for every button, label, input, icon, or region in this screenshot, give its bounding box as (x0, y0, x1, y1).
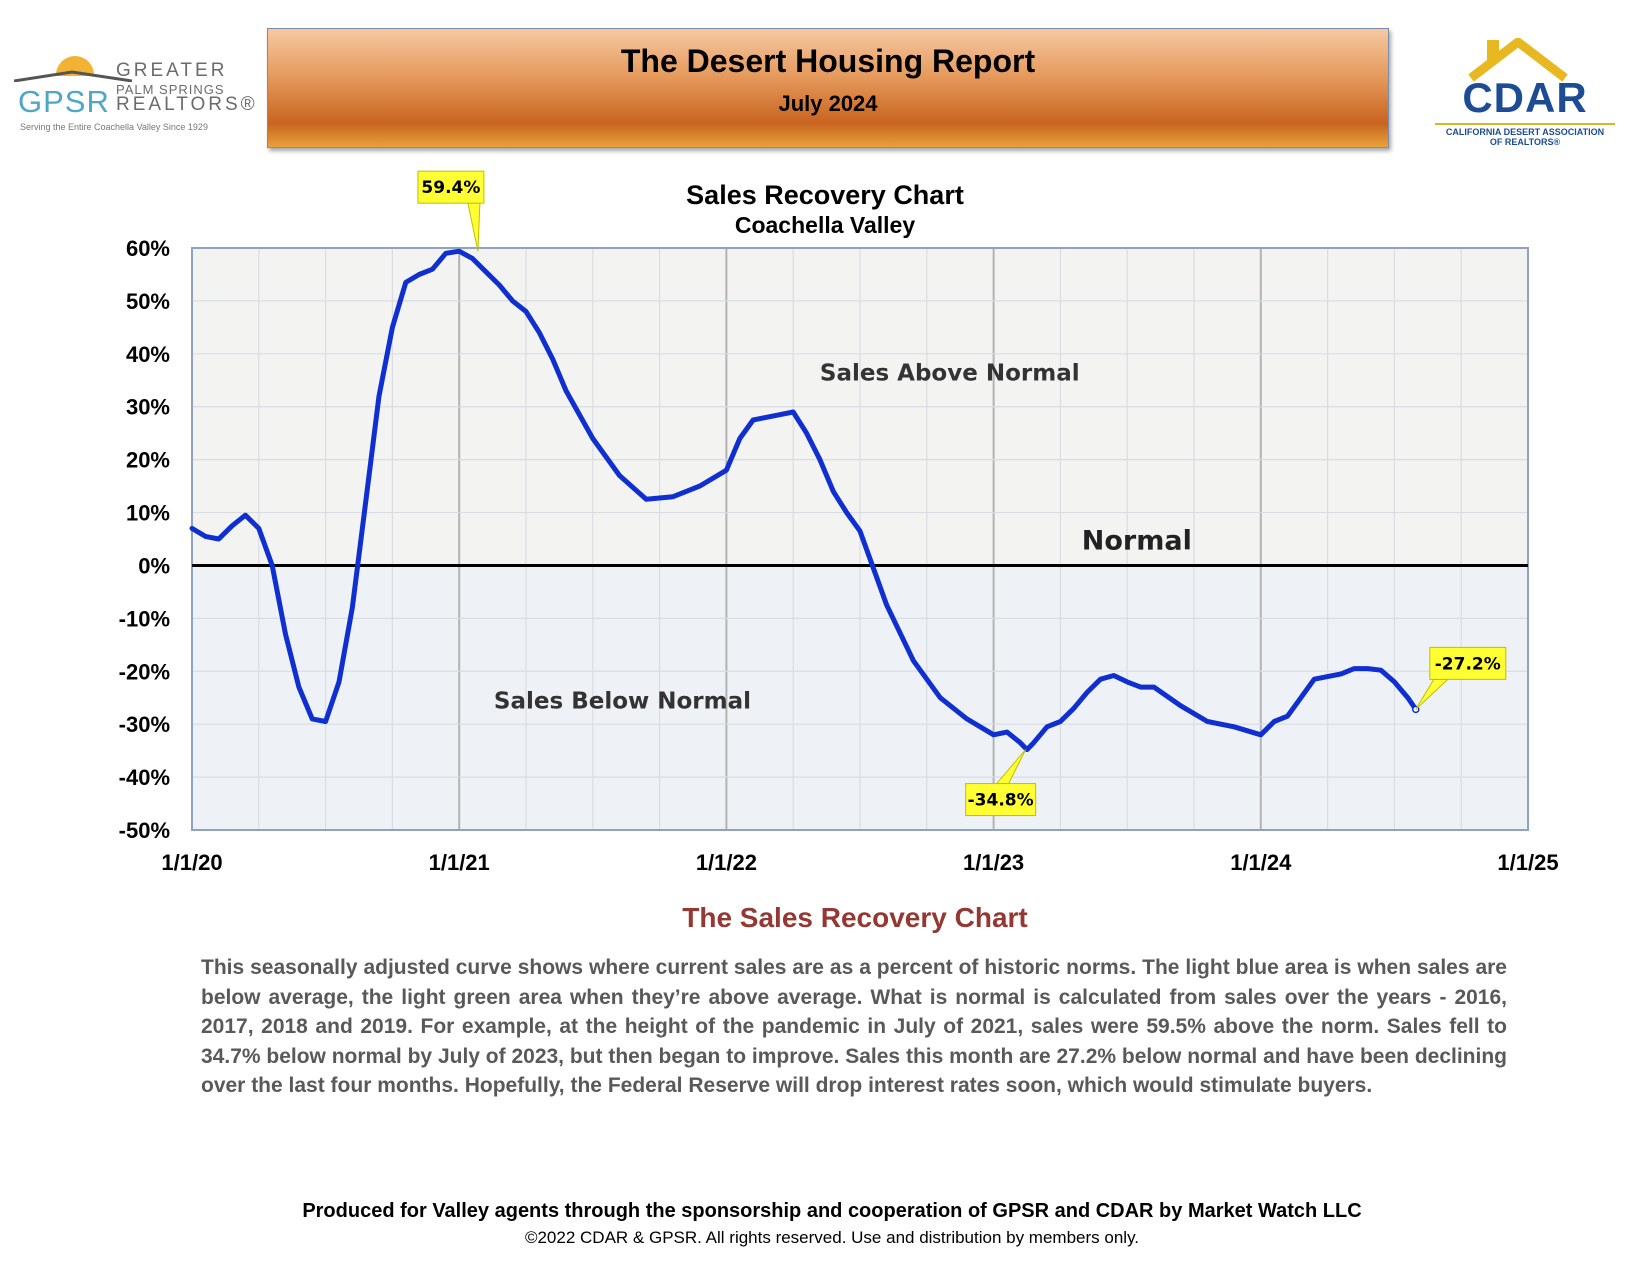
x-tick-label: 1/1/24 (1230, 850, 1292, 875)
cdar-full-name: CALIFORNIA DESERT ASSOCIATION OF REALTOR… (1425, 127, 1625, 147)
y-tick-label: -30% (119, 712, 170, 737)
cdar-logo: CDAR CALIFORNIA DESERT ASSOCIATION OF RE… (1425, 38, 1625, 147)
gpsr-line3: REALTORS® (116, 94, 258, 115)
sales-recovery-line (189, 248, 1419, 753)
chart-title: Sales Recovery Chart (686, 180, 964, 210)
y-tick-label: 10% (126, 501, 170, 526)
report-banner: The Desert Housing Report July 2024 (267, 28, 1389, 148)
report-date: July 2024 (778, 91, 878, 116)
plot-border (191, 247, 1529, 831)
y-tick-label: -50% (119, 818, 170, 843)
y-tick-label: -10% (119, 606, 170, 631)
callout-label: -27.2% (1435, 654, 1501, 674)
below-normal-label: Sales Below Normal (494, 688, 751, 714)
sales-recovery-chart: 60% 50% 40% 30% 20% 10% 0% -10% -20% -30% -40% -50%… (0, 150, 1650, 880)
callout-box (1429, 646, 1507, 680)
footer-credit: Produced for Valley agents through the s… (302, 1200, 1362, 1222)
gpsr-logo: GPSR GREATER PALM SPRINGS REALTORS® Serv… (14, 50, 255, 132)
report-title: The Desert Housing Report (620, 43, 1036, 79)
y-tick-label: -40% (119, 765, 170, 790)
cdar-divider (1435, 123, 1615, 125)
house-icon (1468, 38, 1568, 82)
x-tick-label: 1/1/20 (161, 850, 222, 875)
y-tick-label: -20% (119, 659, 170, 684)
y-tick-label: 50% (126, 289, 170, 314)
callout-box (965, 783, 1037, 817)
y-tick-label: 0% (138, 553, 170, 578)
footer-copyright: ©2022 CDAR & GPSR. All rights reserved. … (524, 1228, 1140, 1247)
y-tick-label: 40% (126, 342, 170, 367)
section-title: The Sales Recovery Chart (682, 902, 1028, 933)
gpsr-line2: PALM SPRINGS (116, 82, 225, 97)
roof-icon (14, 70, 132, 82)
x-tick-label: 1/1/23 (963, 850, 1024, 875)
chart-svg: 60% 50% 40% 30% 20% 10% 0% -10% -20% -30% -40% -50%… (119, 170, 1559, 875)
gpsr-line1: GREATER (116, 60, 228, 81)
callout-box (417, 170, 485, 204)
cdar-full-name-1: CALIFORNIA DESERT ASSOCIATION (1445, 127, 1605, 137)
y-tick-label: 20% (126, 448, 170, 473)
sun-icon (56, 56, 94, 76)
cdar-word: CDAR (1462, 74, 1588, 121)
x-tick-label: 1/1/22 (696, 850, 757, 875)
description-paragraph: This seasonally adjusted curve shows whe… (201, 956, 1507, 1098)
normal-label: Normal (1082, 526, 1192, 557)
gpsr-tagline: Serving the Entire Coachella Valley Sinc… (20, 122, 208, 132)
chart-subtitle: Coachella Valley (734, 212, 916, 238)
y-tick-label: 60% (126, 236, 170, 261)
x-tick-label: 1/1/25 (1497, 850, 1558, 875)
callout-pointer (467, 202, 481, 252)
gpsr-abbr: GPSR (18, 84, 110, 119)
cdar-full-name-2: OF REALTORS® (1489, 137, 1561, 147)
above-normal-label: Sales Above Normal (820, 360, 1080, 386)
callout-label: -34.8% (968, 791, 1034, 811)
y-tick-label: 30% (126, 395, 170, 420)
callout-label: 59.4% (421, 178, 480, 198)
x-tick-label: 1/1/21 (429, 850, 490, 875)
